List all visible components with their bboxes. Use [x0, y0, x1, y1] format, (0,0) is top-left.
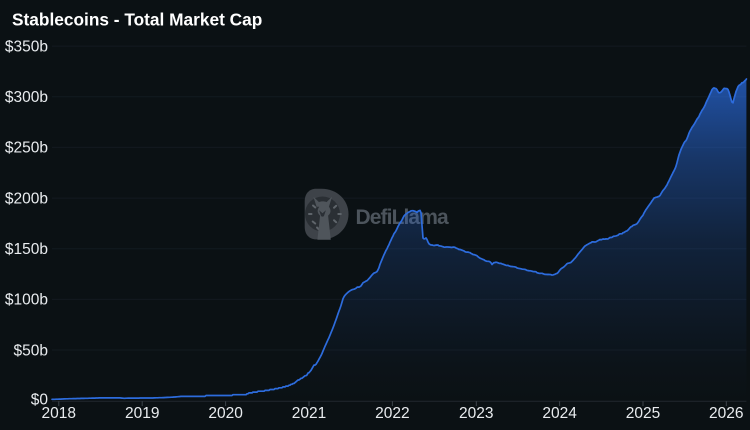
svg-text:2022: 2022: [375, 405, 409, 422]
svg-text:$150b: $150b: [5, 241, 48, 258]
svg-text:$200b: $200b: [5, 190, 48, 207]
svg-text:$250b: $250b: [5, 140, 48, 157]
svg-text:2021: 2021: [292, 405, 326, 422]
svg-text:$350b: $350b: [5, 38, 48, 55]
svg-text:2024: 2024: [542, 405, 577, 422]
svg-text:2023: 2023: [459, 405, 493, 422]
svg-text:$300b: $300b: [5, 89, 48, 106]
svg-text:2018: 2018: [42, 405, 76, 422]
svg-text:$100b: $100b: [5, 292, 48, 309]
svg-text:Stablecoins - Total Market Cap: Stablecoins - Total Market Cap: [12, 9, 262, 29]
svg-text:2019: 2019: [125, 405, 159, 422]
svg-text:2020: 2020: [208, 405, 243, 422]
svg-text:$0: $0: [31, 392, 49, 409]
svg-text:2026: 2026: [709, 405, 743, 422]
svg-text:2025: 2025: [626, 405, 660, 422]
svg-text:$50b: $50b: [14, 342, 48, 359]
